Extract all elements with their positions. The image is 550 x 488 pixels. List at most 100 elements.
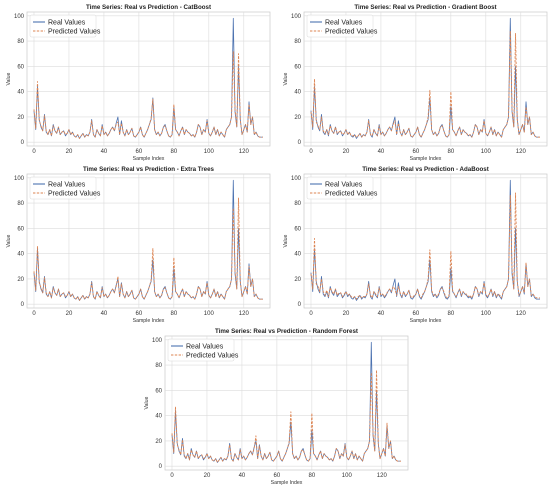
legend-label: Real Values [325,19,363,26]
x-tick-label: 20 [343,311,350,317]
x-tick-label: 40 [239,473,246,479]
chart-title: Time Series: Real vs Prediction - CatBoo… [86,4,211,11]
series-line-predicted [33,50,264,139]
series-line-predicted [33,197,264,301]
y-tick-label: 20 [17,115,24,121]
y-tick-label: 60 [294,226,301,232]
x-axis-label: Sample Index [133,318,165,324]
y-tick-label: 100 [291,176,302,182]
y-tick-label: 40 [155,414,162,420]
y-tick-label: 40 [17,252,24,258]
x-tick-label: 120 [239,311,250,317]
y-axis-label: Value [6,234,12,247]
x-tick-label: 40 [378,311,385,317]
legend-label: Predicted Values [48,190,101,197]
y-tick-label: 40 [294,252,301,258]
y-tick-label: 20 [294,277,301,283]
chart-title: Time Series: Real vs Prediction - AdaBoo… [362,166,489,173]
x-tick-label: 60 [413,149,420,155]
y-tick-label: 20 [155,439,162,445]
y-tick-label: 100 [14,176,25,182]
x-tick-label: 80 [171,149,178,155]
series-line-predicted [310,30,541,138]
x-tick-label: 80 [309,473,316,479]
x-tick-label: 0 [309,311,313,317]
x-tick-label: 80 [171,311,178,317]
x-tick-label: 20 [343,149,350,155]
legend-label: Predicted Values [325,28,378,35]
x-axis-label: Sample Index [133,156,165,162]
x-axis-label: Sample Index [410,156,442,162]
x-tick-label: 100 [204,311,215,317]
series-line-predicted [171,369,402,463]
y-tick-label: 60 [17,64,24,70]
y-axis-label: Value [6,72,12,85]
x-tick-label: 60 [413,311,420,317]
y-tick-label: 60 [294,64,301,70]
x-tick-label: 120 [516,149,527,155]
y-tick-label: 0 [21,302,25,308]
series-line-predicted [310,192,541,300]
legend-label: Predicted Values [186,352,239,359]
y-tick-label: 80 [155,363,162,369]
y-axis-label: Value [144,396,150,409]
chart-title: Time Series: Real vs Prediction - Gradie… [354,4,496,11]
y-tick-label: 20 [17,277,24,283]
y-tick-label: 40 [294,90,301,96]
y-tick-label: 100 [291,14,302,20]
legend-label: Predicted Values [325,190,378,197]
legend: Real Values Predicted Values [306,14,378,38]
x-tick-label: 120 [377,473,388,479]
y-tick-label: 80 [294,201,301,207]
x-tick-label: 80 [448,311,455,317]
x-axis-label: Sample Index [271,480,303,486]
chart-title: Time Series: Real vs Prediction - Extra … [83,166,214,173]
chart-panel-1: 0 20 40 60 80 100 120 0 20 40 60 80 100 Time Series: … [6,4,271,162]
legend-label: Real Values [186,343,224,350]
chart-panel-4: 0 20 40 60 80 100 120 0 20 40 60 80 100 Time Series: … [283,166,548,324]
y-tick-label: 0 [298,140,302,146]
chart-panel-2: 0 20 40 60 80 100 120 0 20 40 60 80 100 Time Series: … [283,4,548,162]
x-tick-label: 0 [32,149,36,155]
y-tick-label: 60 [155,388,162,394]
x-tick-label: 40 [378,149,385,155]
x-tick-label: 40 [101,311,108,317]
x-tick-label: 120 [239,149,250,155]
legend: Real Values Predicted Values [306,176,378,200]
legend-box [167,338,235,362]
x-tick-label: 60 [274,473,281,479]
legend: Real Values Predicted Values [29,176,101,200]
x-tick-label: 120 [516,311,527,317]
x-tick-label: 100 [481,149,492,155]
y-tick-label: 80 [17,39,24,45]
chart-panel-5: 0 20 40 60 80 100 120 0 20 40 60 80 100 Time Series: … [144,328,409,486]
x-axis-label: Sample Index [410,318,442,324]
x-tick-label: 0 [32,311,36,317]
y-tick-label: 0 [21,140,25,146]
y-tick-label: 0 [298,302,302,308]
chart-title: Time Series: Real vs Prediction - Random… [215,328,358,335]
x-tick-label: 100 [342,473,353,479]
y-tick-label: 100 [14,14,25,20]
chart-panel-3: 0 20 40 60 80 100 120 0 20 40 60 80 100 Time Series: … [6,166,271,324]
x-tick-label: 20 [66,311,73,317]
y-axis-label: Value [283,234,289,247]
legend: Real Values Predicted Values [29,14,101,38]
x-tick-label: 0 [309,149,313,155]
y-axis-label: Value [283,72,289,85]
legend-label: Predicted Values [48,28,101,35]
y-tick-label: 80 [17,201,24,207]
legend-label: Real Values [48,181,86,188]
y-tick-label: 0 [159,464,163,470]
y-tick-label: 60 [17,226,24,232]
legend-box [306,14,374,38]
legend: Real Values Predicted Values [167,338,239,362]
x-tick-label: 100 [204,149,215,155]
y-tick-label: 100 [152,338,163,344]
y-tick-label: 80 [294,39,301,45]
x-tick-label: 20 [66,149,73,155]
y-tick-label: 20 [294,115,301,121]
x-tick-label: 40 [101,149,108,155]
y-tick-label: 40 [17,90,24,96]
